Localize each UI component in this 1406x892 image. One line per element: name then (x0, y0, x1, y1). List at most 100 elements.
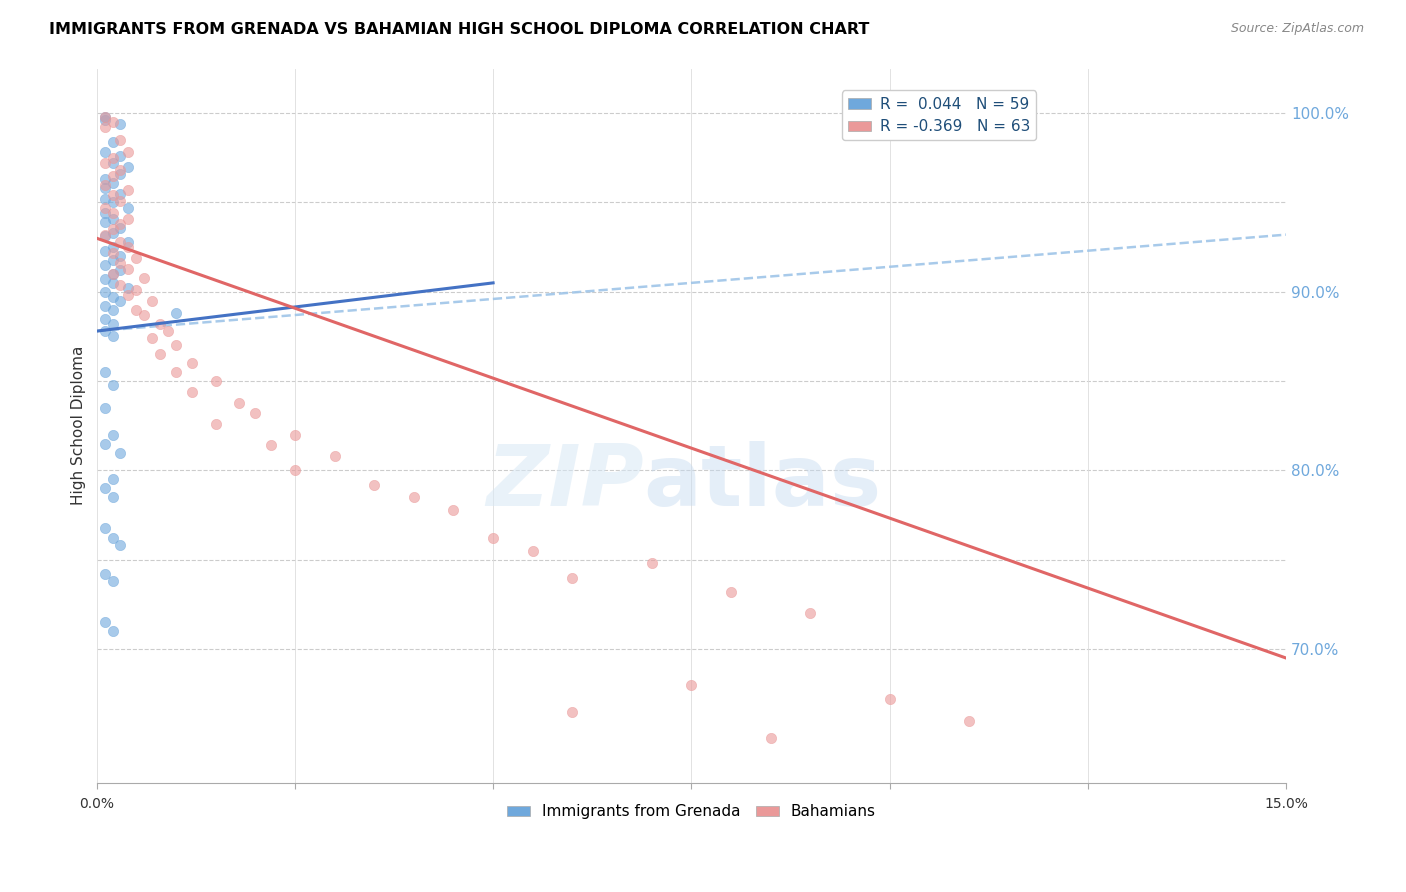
Point (93, 401, 115, 415)
Point (101, 226, 124, 240)
Point (117, 235, 139, 249)
Point (93, 110, 115, 124)
Point (363, 477, 385, 491)
Point (522, 544, 544, 558)
Point (284, 463, 307, 477)
Point (101, 169, 124, 183)
Point (101, 222, 124, 236)
Point (165, 365, 187, 379)
Point (110, 293, 132, 308)
Point (110, 235, 132, 249)
Point (149, 347, 172, 361)
Point (720, 585, 742, 599)
Point (101, 195, 124, 210)
Point (101, 211, 124, 226)
Point (156, 324, 179, 338)
Point (134, 308, 156, 322)
Point (117, 183, 139, 197)
Point (93, 206, 115, 220)
Text: 0.0%: 0.0% (79, 797, 114, 812)
Point (101, 252, 124, 267)
Point (117, 211, 139, 226)
Point (149, 317, 172, 331)
Point (134, 270, 156, 285)
Point (799, 607, 821, 621)
Point (957, 714, 980, 728)
Point (93, 299, 115, 313)
Point (93, 436, 115, 450)
Point (759, 731, 782, 746)
Point (93, 181, 115, 195)
Point (204, 374, 226, 388)
Point (93, 244, 115, 258)
Point (93, 258, 115, 272)
Point (117, 145, 139, 160)
Point (284, 427, 307, 442)
Point (101, 531, 124, 545)
Point (93, 229, 115, 244)
Point (165, 338, 187, 352)
Point (93, 113, 115, 128)
Point (93, 215, 115, 229)
Point (561, 705, 583, 719)
Point (141, 293, 163, 308)
Point (117, 160, 139, 174)
Point (93, 110, 115, 124)
Point (93, 227, 115, 242)
Point (125, 283, 148, 297)
Point (93, 192, 115, 206)
Point (561, 571, 583, 585)
Point (402, 490, 425, 504)
Point (101, 427, 124, 442)
Point (101, 290, 124, 304)
Point (681, 678, 703, 692)
Point (482, 531, 505, 545)
Text: ZIP: ZIP (486, 442, 644, 524)
Point (93, 178, 115, 192)
Text: atlas: atlas (644, 442, 882, 524)
Point (101, 176, 124, 190)
Point (110, 249, 132, 263)
Point (93, 201, 115, 215)
Point (101, 302, 124, 317)
Point (180, 356, 202, 370)
Point (110, 117, 132, 131)
Point (443, 502, 465, 516)
Point (101, 472, 124, 486)
Point (93, 520, 115, 534)
Point (110, 445, 132, 459)
Point (117, 281, 139, 295)
Point (101, 151, 124, 165)
Point (101, 574, 124, 589)
Point (165, 306, 187, 320)
Point (323, 449, 346, 463)
Point (110, 220, 132, 235)
Point (101, 267, 124, 281)
Point (93, 285, 115, 299)
Point (101, 115, 124, 129)
Point (101, 245, 124, 260)
Point (110, 167, 132, 181)
Point (101, 156, 124, 170)
Point (260, 438, 283, 452)
Point (125, 302, 148, 317)
Point (110, 163, 132, 178)
Point (93, 567, 115, 582)
Point (93, 324, 115, 338)
Point (101, 276, 124, 290)
Point (879, 692, 901, 706)
Point (93, 365, 115, 379)
Point (110, 277, 132, 292)
Point (117, 288, 139, 302)
Point (101, 267, 124, 281)
Point (93, 481, 115, 495)
Point (93, 145, 115, 160)
Point (101, 377, 124, 392)
Point (110, 256, 132, 270)
Point (204, 417, 226, 431)
Point (101, 329, 124, 343)
Point (180, 384, 202, 399)
Point (93, 311, 115, 326)
Point (93, 172, 115, 186)
Point (110, 263, 132, 277)
